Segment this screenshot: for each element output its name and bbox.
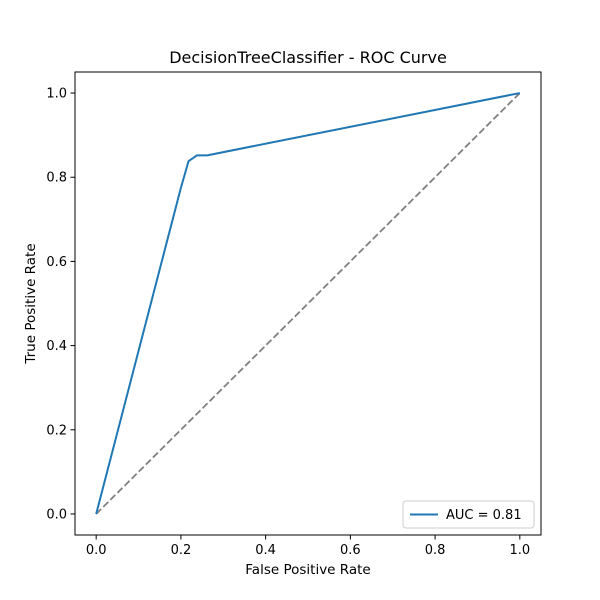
y-tick-label: 0.0	[46, 507, 67, 522]
y-tick-label: 0.4	[46, 339, 67, 354]
plot-area	[95, 92, 521, 515]
x-tick-label: 0.4	[255, 543, 276, 558]
y-tick-label: 1.0	[46, 87, 67, 102]
y-axis-label: True Positive Rate	[23, 243, 39, 364]
axes-frame	[74, 71, 542, 536]
x-tick-label: 0.8	[425, 543, 446, 558]
legend-box	[402, 500, 535, 529]
legend: AUC = 0.81	[402, 500, 535, 529]
axes: 0.0 0.2 0.4 0.6 0.8 1.0 0.0 0.2 0.4 0.6 0.8 1.0	[46, 71, 542, 558]
y-tick-label: 0.8	[46, 171, 67, 186]
y-tick-label: 0.2	[46, 423, 67, 438]
x-tick-label: 0.2	[171, 543, 192, 558]
chart-title: DecisionTreeClassifier - ROC Curve	[169, 48, 447, 67]
roc-curve-line	[95, 92, 521, 515]
x-tick-label: 0.6	[340, 543, 361, 558]
x-tick-label: 1.0	[509, 543, 530, 558]
legend-label: AUC = 0.81	[446, 508, 522, 523]
x-tick-label: 0.0	[86, 543, 107, 558]
x-axis-label: False Positive Rate	[245, 562, 370, 578]
y-tick-label: 0.6	[46, 255, 67, 270]
